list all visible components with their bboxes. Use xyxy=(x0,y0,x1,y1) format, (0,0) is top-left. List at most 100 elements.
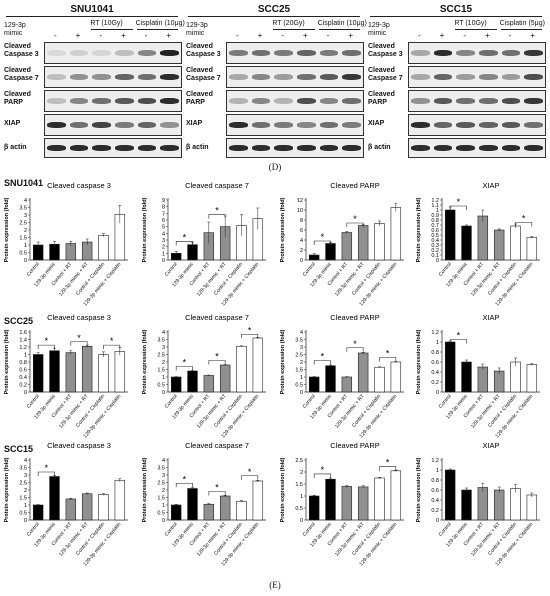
category-label: Control + Cisplatin xyxy=(213,261,244,296)
bar xyxy=(98,234,109,261)
blot-panel-snu1041: SNU1041 RT (10Gy) Cisplatin (10μg) 129-3p m… xyxy=(2,4,185,158)
blot-band xyxy=(69,50,89,56)
blot-band xyxy=(297,145,316,151)
y-tick-label: 2.5 xyxy=(157,481,165,487)
y-tick-label: 9 xyxy=(162,198,165,204)
y-tick-label: 2.5 xyxy=(295,353,303,359)
bar xyxy=(390,470,402,521)
y-axis-label: Protein expression (fold) xyxy=(280,197,286,262)
blot-band xyxy=(229,98,248,104)
bar xyxy=(98,494,109,521)
significance-bracket xyxy=(379,466,397,471)
y-tick-label: 4 xyxy=(300,238,303,244)
condition-line xyxy=(91,29,133,30)
blot-band xyxy=(319,74,339,80)
blot-panel-scc15: SCC15 RT (10Gy) Cisplatin (5μg) 129-3p mimi… xyxy=(366,4,546,158)
category-label: 129-3p mimic + RT xyxy=(470,521,502,557)
category-label: Control + Cisplatin xyxy=(487,521,518,556)
y-tick-label: 1 xyxy=(436,340,439,346)
bar xyxy=(493,370,505,393)
category-label: 129-3p mimic + Cisplatin xyxy=(82,393,122,439)
blot-cell-line-title: SCC15 xyxy=(439,4,473,15)
significance-star: * xyxy=(353,339,357,349)
y-tick-label: 0 xyxy=(162,258,165,264)
y-tick-label: 4 xyxy=(162,330,165,336)
category-label: 129-3p mimic + RT xyxy=(470,261,502,297)
mimic-label: 129-3p mimic xyxy=(4,22,26,37)
y-tick-label: 1.5 xyxy=(295,368,303,374)
significance-bracket xyxy=(208,214,226,219)
category-label: Control + RT xyxy=(463,261,486,287)
y-tick-label: 0.2 xyxy=(431,248,439,254)
lane-sign: - xyxy=(99,31,102,40)
blot-band xyxy=(251,145,271,151)
y-tick-label: 0.5 xyxy=(19,251,27,257)
bar xyxy=(236,345,247,393)
significance-star: * xyxy=(353,214,357,224)
condition-label: RT (10Gy) xyxy=(90,20,123,27)
blot-band xyxy=(92,122,111,128)
y-axis-label: Protein expression (fold) xyxy=(142,457,148,522)
category-label: 129-3p mimic + Cisplatin xyxy=(358,261,398,307)
y-tick-label: 3 xyxy=(162,345,165,351)
y-tick-label: 0.4 xyxy=(431,370,439,376)
category-label: Control xyxy=(26,521,41,537)
blot-band xyxy=(456,74,475,80)
category-label: Control xyxy=(438,261,453,277)
category-label: Control + Cisplatin xyxy=(487,261,518,296)
y-tick-label: 0.8 xyxy=(19,360,27,366)
blot-strip xyxy=(226,90,364,112)
title-underline xyxy=(370,16,542,17)
category-label: 129-3p mimic + Cisplatin xyxy=(82,521,122,567)
blot-band xyxy=(160,98,179,104)
significance-star: * xyxy=(321,465,325,475)
category-label: Control xyxy=(164,521,179,537)
panel-label-d: (D) xyxy=(268,162,282,172)
y-tick-label: 1.2 xyxy=(19,345,27,351)
category-label: Control xyxy=(302,393,317,409)
panel-label-e: (E) xyxy=(269,580,281,590)
category-label: 129-3p mimic + Cisplatin xyxy=(220,393,260,439)
category-label: Control xyxy=(438,393,453,409)
y-tick-label: 0 xyxy=(436,518,439,524)
category-label: Control + RT xyxy=(327,393,350,419)
category-label: Control + Cisplatin xyxy=(351,521,382,556)
y-axis-label: Protein expression (fold) xyxy=(280,329,286,394)
y-tick-label: 10 xyxy=(297,208,303,214)
blot-band xyxy=(342,74,361,80)
category-label: Control + RT xyxy=(463,521,486,547)
significance-star: * xyxy=(457,331,461,341)
bar xyxy=(32,504,44,521)
bar xyxy=(477,215,489,261)
blot-row-label: Cleaved PARP xyxy=(186,91,213,106)
condition-line xyxy=(136,29,178,30)
blot-band xyxy=(137,122,157,128)
y-axis-label: Protein expression (fold) xyxy=(142,329,148,394)
y-tick-label: 0.2 xyxy=(431,508,439,514)
blot-strip xyxy=(408,42,546,64)
blot-strip xyxy=(408,90,546,112)
significance-bracket xyxy=(175,241,193,246)
y-tick-label: 0 xyxy=(436,258,439,264)
significance-bracket xyxy=(346,347,364,352)
bar xyxy=(203,232,215,261)
blot-band xyxy=(69,98,89,104)
lane-sign: + xyxy=(257,31,263,40)
blot-band xyxy=(342,145,361,151)
blot-strip xyxy=(226,138,364,158)
bar xyxy=(526,364,538,393)
y-tick-label: 2.5 xyxy=(19,221,27,227)
blot-strip xyxy=(44,90,182,112)
bar xyxy=(187,370,198,393)
category-label: Control + Cisplatin xyxy=(351,261,382,296)
chart-title: XIAP xyxy=(482,313,499,322)
significance-bracket xyxy=(175,482,193,488)
blot-band xyxy=(297,74,316,80)
y-axis-label: Protein expression (fold) xyxy=(142,197,148,262)
significance-star: * xyxy=(183,474,187,484)
bar xyxy=(308,495,320,521)
category-label: 129-3p mimic xyxy=(309,393,333,420)
bar xyxy=(493,229,505,261)
y-tick-label: 1.4 xyxy=(19,338,27,344)
category-label: Control xyxy=(26,261,41,277)
